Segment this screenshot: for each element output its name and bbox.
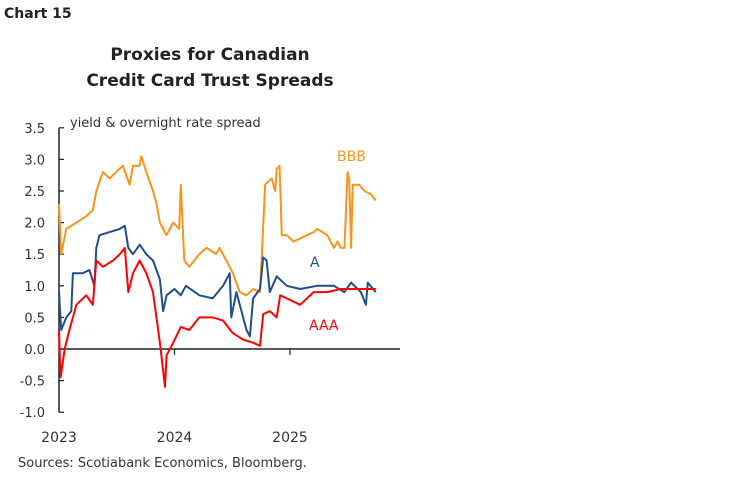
- series-label-bbb: BBB: [337, 149, 366, 165]
- x-tick-label: 2024: [157, 430, 193, 446]
- series-label-a: A: [310, 255, 320, 271]
- y-tick-label: 1.0: [24, 280, 45, 295]
- y-tick-label: 2.5: [24, 185, 45, 200]
- y-tick-label: 3.0: [24, 153, 45, 168]
- y-axis-label: yield & overnight rate spread: [70, 116, 261, 131]
- chart-title: Proxies for Canadian Credit Card Trust S…: [60, 42, 360, 94]
- series-label-aaa: AAA: [309, 318, 339, 334]
- chart-title-line-1: Proxies for Canadian: [110, 45, 310, 65]
- y-tick-label: 0.0: [24, 343, 45, 358]
- y-tick-label: -0.5: [20, 375, 45, 390]
- source-note: Sources: Scotiabank Economics, Bloomberg…: [18, 456, 307, 471]
- y-tick-label: 2.0: [24, 217, 45, 232]
- series-line-bbb: [58, 155, 377, 297]
- chart-label: Chart 15: [4, 6, 72, 22]
- y-tick-label: 1.5: [24, 248, 45, 263]
- series-line-a: [58, 224, 377, 338]
- chart-title-line-2: Credit Card Trust Spreads: [86, 71, 334, 91]
- y-tick-label: -1.0: [20, 406, 45, 421]
- x-tick-label: 2025: [272, 430, 308, 446]
- series-line-aaa: [58, 246, 376, 388]
- y-tick-label: 0.5: [24, 311, 45, 326]
- y-tick-label: 3.5: [24, 122, 45, 137]
- x-tick-label: 2023: [41, 430, 77, 446]
